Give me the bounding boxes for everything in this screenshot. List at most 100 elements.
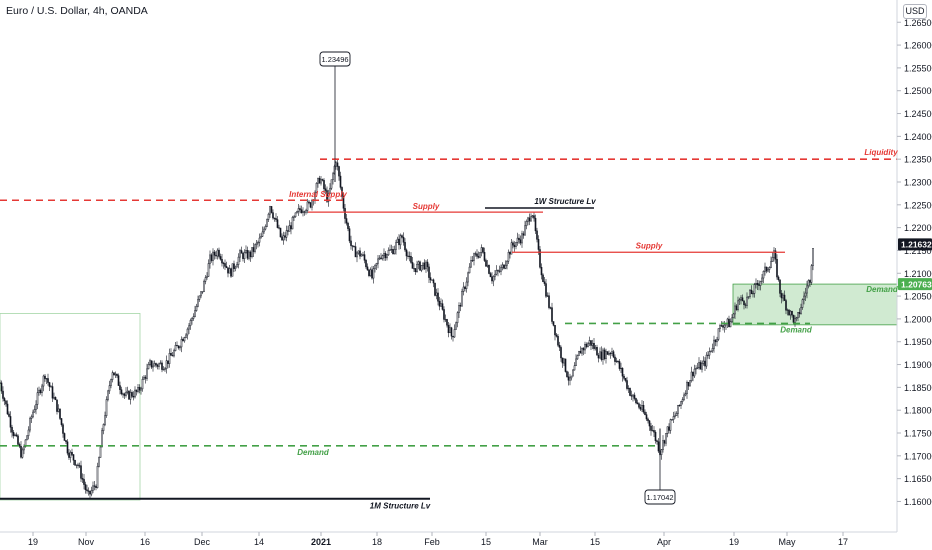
candle-body <box>588 340 591 344</box>
candle-body <box>62 424 64 434</box>
candle-body <box>105 399 108 416</box>
candle-body <box>714 339 717 343</box>
price-tick-label: 1.24000 <box>904 132 932 142</box>
candle-body <box>384 253 387 259</box>
candle-body <box>87 490 90 492</box>
candle-body <box>810 265 813 283</box>
candle-body <box>473 253 475 261</box>
candle-body <box>656 440 658 442</box>
candle-body <box>143 376 145 380</box>
candle-body <box>126 390 129 393</box>
candle-body <box>233 263 235 269</box>
candle-body <box>362 254 364 256</box>
candle-body <box>614 356 616 362</box>
candle-body <box>797 312 799 318</box>
candle-body <box>570 375 573 379</box>
candle-body <box>534 217 537 232</box>
candle-body <box>83 479 85 485</box>
candle-body <box>215 255 217 257</box>
candle-body <box>396 238 399 243</box>
candle-body <box>119 385 121 390</box>
candle-body <box>287 230 289 232</box>
candle-body <box>795 317 798 320</box>
candle-body <box>123 393 126 396</box>
candle-body <box>125 392 127 396</box>
candle-body <box>785 300 787 311</box>
candle-body <box>365 260 367 268</box>
candle-body <box>359 250 361 257</box>
candle-body <box>615 360 618 362</box>
candle-body <box>326 190 328 202</box>
liquidity-label: Liquidity <box>864 148 898 157</box>
candle-body <box>740 297 742 300</box>
candle-body <box>504 264 507 269</box>
candle-body <box>753 284 756 294</box>
candle-body <box>398 238 400 246</box>
candle-body <box>173 350 175 357</box>
candle-body <box>12 431 15 436</box>
candle-body <box>243 252 246 259</box>
candle-body <box>300 209 303 214</box>
candle-body <box>732 313 735 319</box>
candle-body <box>273 217 276 219</box>
candle-body <box>447 324 450 333</box>
candle-body <box>191 318 193 321</box>
candle-body <box>425 261 427 270</box>
candle-body <box>729 321 732 328</box>
candle-body <box>711 348 714 352</box>
candle-body <box>395 242 397 250</box>
candle-body <box>723 324 726 328</box>
candle-body <box>342 195 345 209</box>
candle-body <box>168 353 171 364</box>
candle-body <box>768 267 771 270</box>
candle-body <box>629 388 631 396</box>
demand-zone-box[interactable] <box>732 283 898 326</box>
candle-body <box>42 375 45 387</box>
price-tick-label: 1.20500 <box>904 292 932 302</box>
candle-body <box>578 350 580 356</box>
candle-body <box>180 339 183 348</box>
candle-body <box>804 292 807 297</box>
candle-body <box>498 270 501 272</box>
candle-body <box>707 354 709 356</box>
currency-badge[interactable]: USD <box>903 4 927 19</box>
candle-body <box>741 297 744 302</box>
candle-body <box>8 413 10 417</box>
candle-body <box>794 318 796 323</box>
candle-body <box>618 361 621 369</box>
candle-body <box>161 362 163 370</box>
low-callout-text: 1.17042 <box>646 493 673 502</box>
candle-body <box>372 268 375 279</box>
candle-body <box>627 388 630 390</box>
candle-body <box>176 345 178 347</box>
candle-body <box>686 381 688 394</box>
candle-body <box>689 380 691 387</box>
time-tick-label: 15 <box>481 537 491 547</box>
candle-body <box>606 351 609 355</box>
candle-body <box>149 360 151 365</box>
price-tick-label: 1.16000 <box>904 497 932 507</box>
candle-body <box>195 305 198 311</box>
candle-body <box>158 363 160 367</box>
candle-body <box>240 250 243 254</box>
candle-body <box>320 179 322 184</box>
candle-body <box>617 360 619 362</box>
current-price-tag-text: 1.21632 <box>901 240 932 250</box>
candle-body <box>470 260 472 268</box>
structure-1w-label: 1W Structure Lv <box>534 197 596 206</box>
candle-body <box>153 363 156 367</box>
candle-body <box>510 242 513 255</box>
candle-body <box>525 221 528 227</box>
candle-body <box>701 363 703 370</box>
price-tick-label: 1.26500 <box>904 18 932 28</box>
candle-body <box>9 416 12 428</box>
candle-body <box>488 265 490 274</box>
candle-body <box>345 218 348 224</box>
price-tick-label: 1.19000 <box>904 360 932 370</box>
left-context-box <box>0 313 141 501</box>
candle-body <box>38 389 40 393</box>
candle-body <box>720 325 723 327</box>
candle-body <box>461 291 463 307</box>
candle-body <box>128 390 130 400</box>
